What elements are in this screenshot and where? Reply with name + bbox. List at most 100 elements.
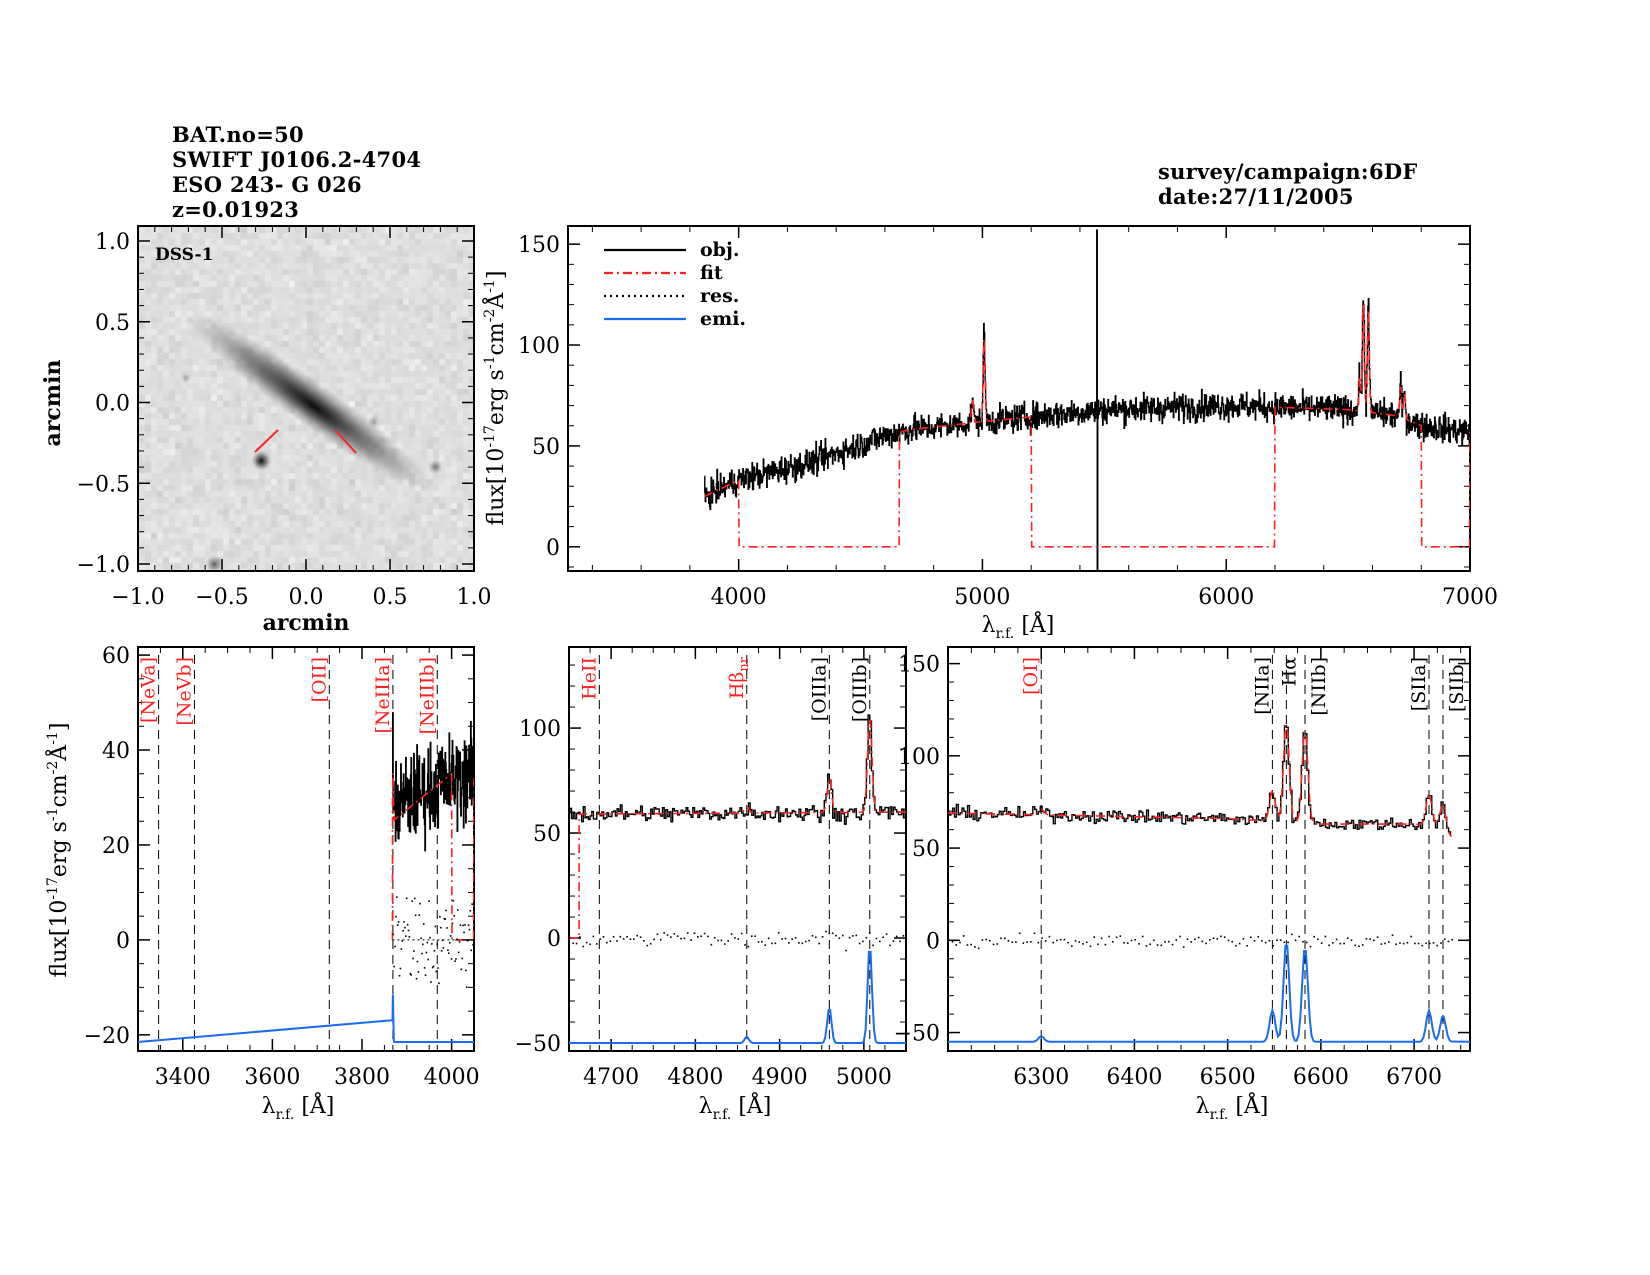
residual-point: [1384, 942, 1386, 945]
residual-point: [472, 943, 474, 946]
residual-point: [794, 937, 797, 939]
residual-point: [1011, 941, 1013, 944]
residual-point: [1000, 937, 1002, 940]
residual-point: [703, 932, 706, 935]
residual-point: [405, 897, 408, 900]
residual-point: [740, 932, 743, 935]
residual-point: [1082, 943, 1084, 945]
flux-label-text: ]: [47, 723, 72, 732]
residual-point: [427, 958, 430, 961]
flux-label-text: erg s: [484, 369, 509, 425]
residual-point: [401, 940, 404, 942]
x-tick-label: 3600: [244, 1065, 300, 1090]
residual-point: [1216, 938, 1219, 940]
residual-point: [421, 952, 423, 955]
lambda-subscript: r.f.: [1210, 1107, 1229, 1123]
legend-label: fit: [700, 262, 723, 284]
residual-point: [465, 969, 467, 972]
residual-point: [1261, 940, 1263, 942]
residual-point: [1007, 940, 1010, 942]
lambda-symbol: λ: [699, 1094, 713, 1119]
y-tick-label: 50: [912, 837, 940, 862]
residual-point: [453, 915, 455, 917]
residual-point: [1335, 938, 1338, 941]
residual-point: [470, 949, 473, 952]
residual-point: [1436, 944, 1439, 947]
flux-label-text: Å: [481, 292, 509, 310]
residual-point: [1044, 940, 1047, 942]
residual-point: [446, 927, 448, 929]
x-tick-label: 4900: [752, 1065, 808, 1090]
residual-point: [858, 942, 861, 945]
residual-point: [397, 921, 400, 923]
residual-point: [1276, 939, 1278, 942]
residual-point: [471, 903, 473, 905]
y-axis-label: arcmin: [40, 360, 66, 447]
plot-area: [704, 229, 1470, 571]
residual-point: [414, 914, 417, 917]
residual-point: [791, 938, 794, 940]
residual-point: [437, 967, 439, 969]
y-tick-label: 50: [533, 822, 561, 847]
residual-point: [1115, 936, 1118, 939]
residual-point: [948, 939, 950, 942]
survey-campaign: survey/campaign:6DF: [1158, 159, 1418, 184]
lambda-subscript: r.f.: [996, 626, 1015, 642]
x-tick-label: 6300: [1013, 1065, 1069, 1090]
residual-point: [882, 936, 885, 939]
line-marker-label: [OIIIb]: [849, 657, 871, 722]
residual-point: [959, 941, 961, 944]
residual-point: [996, 943, 999, 945]
plot-area: [138, 655, 474, 1051]
residual-point: [430, 943, 433, 945]
residual-point: [764, 944, 767, 946]
residual-point: [821, 936, 824, 938]
x-tick-label: 5000: [836, 1065, 892, 1090]
residual-point: [852, 935, 854, 937]
residual-point: [461, 957, 464, 960]
residual-point: [673, 933, 676, 935]
residual-point: [1279, 939, 1282, 941]
residual-point: [466, 939, 469, 942]
residual-point: [612, 935, 615, 938]
x-axis-label: λr.f. [Å]: [982, 610, 1055, 642]
residual-point: [1085, 941, 1088, 944]
fit-spectrum: [569, 720, 906, 939]
residual-point: [1291, 933, 1293, 936]
residual-point: [616, 940, 618, 942]
residual-point: [744, 944, 746, 946]
dss-image: [139, 227, 474, 571]
residual-point: [1451, 938, 1453, 941]
flux-label-exponent: -1: [482, 356, 498, 370]
residual-point: [1071, 945, 1073, 947]
residual-point: [1402, 942, 1405, 945]
residual-point: [412, 957, 414, 960]
x-tick-label: 6500: [1200, 1065, 1256, 1090]
residual-point: [451, 922, 454, 925]
residual-point: [575, 942, 578, 945]
residual-point: [1205, 942, 1207, 945]
residual-point: [828, 932, 831, 935]
residual-point: [579, 936, 581, 938]
line-marker-label: [OII]: [308, 657, 330, 702]
residual-point: [1410, 935, 1412, 938]
x-tick-label: −1.0: [111, 585, 164, 610]
residual-point: [1257, 935, 1260, 938]
line-marker-label: [NeVa]: [138, 657, 160, 723]
panel-4: 6300 6400 6500 6600 6700 −50 0 50 100 150 [OI] [NII…: [894, 646, 1471, 1090]
residual-point: [432, 965, 435, 968]
residual-point: [841, 934, 844, 937]
x-tick-label: 6700: [1386, 1065, 1442, 1090]
line-marker-label: [SIIb]: [1446, 657, 1468, 712]
plot-frame: [567, 225, 1471, 572]
residual-point: [1391, 934, 1394, 937]
residual-point: [1350, 939, 1353, 941]
flux-label-text: ]: [484, 271, 509, 280]
residual-point: [750, 935, 753, 937]
residual-point: [460, 968, 463, 971]
residual-point: [710, 943, 713, 946]
residual-point: [1358, 945, 1360, 947]
residual-point: [399, 967, 402, 970]
